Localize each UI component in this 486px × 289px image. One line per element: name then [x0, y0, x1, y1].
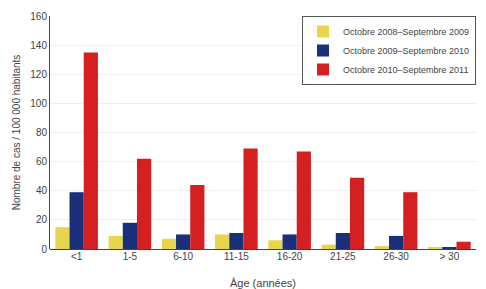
svg-text:160: 160	[30, 11, 47, 22]
svg-text:26-30: 26-30	[383, 251, 409, 262]
svg-text:Octobre 2008–Septembre 2009: Octobre 2008–Septembre 2009	[343, 27, 469, 37]
svg-text:Âge (années): Âge (années)	[230, 277, 296, 289]
svg-text:<1: <1	[71, 251, 83, 262]
svg-text:1-5: 1-5	[123, 251, 138, 262]
svg-text:0: 0	[41, 244, 47, 255]
svg-text:20: 20	[36, 214, 48, 225]
svg-text:140: 140	[30, 40, 47, 51]
svg-text:100: 100	[30, 98, 47, 109]
svg-text:> 30: > 30	[440, 251, 460, 262]
svg-text:80: 80	[36, 127, 48, 138]
svg-text:Octobre 2010–Septembre 2011: Octobre 2010–Septembre 2011	[343, 65, 468, 75]
svg-text:21-25: 21-25	[330, 251, 356, 262]
svg-text:60: 60	[36, 156, 48, 167]
svg-text:Octobre 2009–Septembre 2010: Octobre 2009–Septembre 2010	[343, 46, 469, 56]
svg-text:Nombre de cas / 100 000 habita: Nombre de cas / 100 000 habitants	[11, 55, 22, 211]
svg-text:11-15: 11-15	[224, 251, 249, 262]
svg-text:40: 40	[36, 185, 48, 196]
svg-text:16-20: 16-20	[277, 251, 303, 262]
svg-text:6-10: 6-10	[173, 251, 193, 262]
svg-text:120: 120	[30, 69, 47, 80]
